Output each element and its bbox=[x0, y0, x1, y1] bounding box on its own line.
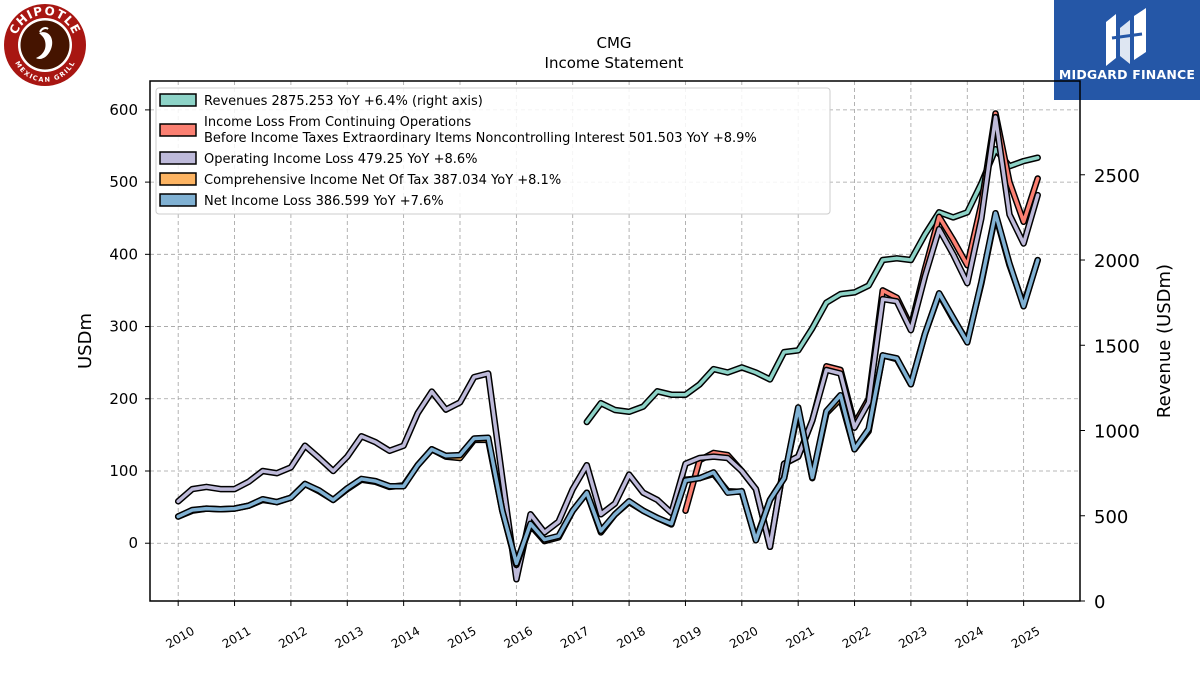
x-tick-label-2018: 2018 bbox=[614, 624, 647, 651]
midgard-finance-name: MIDGARD FINANCE bbox=[1058, 67, 1196, 82]
x-tick-label-2015: 2015 bbox=[445, 624, 478, 651]
legend-swatch-revenues bbox=[159, 93, 197, 107]
x-tick-label-2017: 2017 bbox=[558, 624, 591, 651]
x-tick-label-2016: 2016 bbox=[502, 624, 535, 651]
y-tick-label-left-400: 400 bbox=[109, 245, 138, 263]
y-tick-label-right-500: 500 bbox=[1094, 507, 1128, 528]
legend-box bbox=[155, 87, 831, 215]
y-tick-label-right-1000: 1000 bbox=[1094, 422, 1140, 443]
x-tick-label-2012: 2012 bbox=[276, 624, 309, 651]
x-tick-label-2014: 2014 bbox=[389, 624, 422, 651]
legend-swatch-operating-income bbox=[159, 151, 197, 165]
midgard-finance-logo: MIDGARD FINANCE bbox=[1054, 0, 1200, 100]
legend: Revenues 2875.253 YoY +6.4% (right axis)… bbox=[155, 87, 831, 215]
series-operating-income bbox=[174, 113, 1041, 583]
legend-label-net-income: Net Income Loss 386.599 YoY +7.6% bbox=[204, 194, 444, 209]
y-tick-label-left-500: 500 bbox=[109, 173, 138, 191]
y-axis-label-left: USDm bbox=[75, 313, 96, 369]
legend-label-revenues: Revenues 2875.253 YoY +6.4% (right axis) bbox=[204, 94, 483, 109]
series-revenues bbox=[583, 145, 1041, 426]
y-axis-label-right: Revenue (USDm) bbox=[1154, 264, 1175, 418]
y-tick-label-right-0: 0 bbox=[1094, 592, 1105, 613]
y-tick-label-left-100: 100 bbox=[109, 462, 138, 480]
x-tick-label-2011: 2011 bbox=[220, 624, 253, 651]
chart-title: CMG bbox=[596, 34, 631, 52]
series-revenues-line bbox=[585, 147, 1040, 424]
y-tick-label-left-600: 600 bbox=[109, 101, 138, 119]
chipotle-logo: CHIPOTLE MEXICAN GRILL bbox=[3, 3, 87, 87]
y-tick-label-right-1500: 1500 bbox=[1094, 336, 1140, 357]
legend-swatch-pretax-income bbox=[159, 123, 197, 137]
y-tick-label-left-300: 300 bbox=[109, 318, 138, 336]
x-tick-label-2013: 2013 bbox=[333, 624, 366, 651]
series-net-income-line bbox=[176, 211, 1040, 566]
x-tick-label-2020: 2020 bbox=[727, 624, 760, 651]
legend-label-pretax-income-line2: Before Income Taxes Extraordinary Items … bbox=[204, 131, 757, 146]
plot-frame bbox=[149, 80, 1081, 602]
series-layer bbox=[174, 110, 1041, 583]
x-tick-label-2010: 2010 bbox=[163, 624, 196, 651]
y-tick-label-right-2000: 2000 bbox=[1094, 251, 1140, 272]
series-operating-income-line bbox=[176, 115, 1040, 582]
x-tick-label-2025: 2025 bbox=[1009, 624, 1042, 651]
y-tick-label-left-200: 200 bbox=[109, 390, 138, 408]
y-tick-label-left-0: 0 bbox=[128, 534, 138, 552]
series-net-income bbox=[174, 209, 1041, 567]
legend-label-pretax-income-line1: Income Loss From Continuing Operations bbox=[204, 115, 471, 130]
x-tick-label-2019: 2019 bbox=[671, 624, 704, 651]
x-tick-label-2024: 2024 bbox=[953, 624, 986, 651]
y-tick-label-right-2500: 2500 bbox=[1094, 166, 1140, 187]
legend-swatch-net-income bbox=[159, 193, 197, 207]
x-tick-label-2022: 2022 bbox=[840, 624, 873, 651]
x-tick-label-2023: 2023 bbox=[896, 624, 929, 651]
x-tick-label-2021: 2021 bbox=[783, 624, 816, 651]
midgard-finance-emblem-icon bbox=[1106, 8, 1146, 66]
legend-swatch-comprehensive-income bbox=[159, 172, 197, 186]
chart-subtitle: Income Statement bbox=[545, 54, 684, 72]
legend-label-operating-income: Operating Income Loss 479.25 YoY +8.6% bbox=[204, 152, 478, 167]
legend-label-comprehensive-income: Comprehensive Income Net Of Tax 387.034 … bbox=[204, 173, 561, 188]
